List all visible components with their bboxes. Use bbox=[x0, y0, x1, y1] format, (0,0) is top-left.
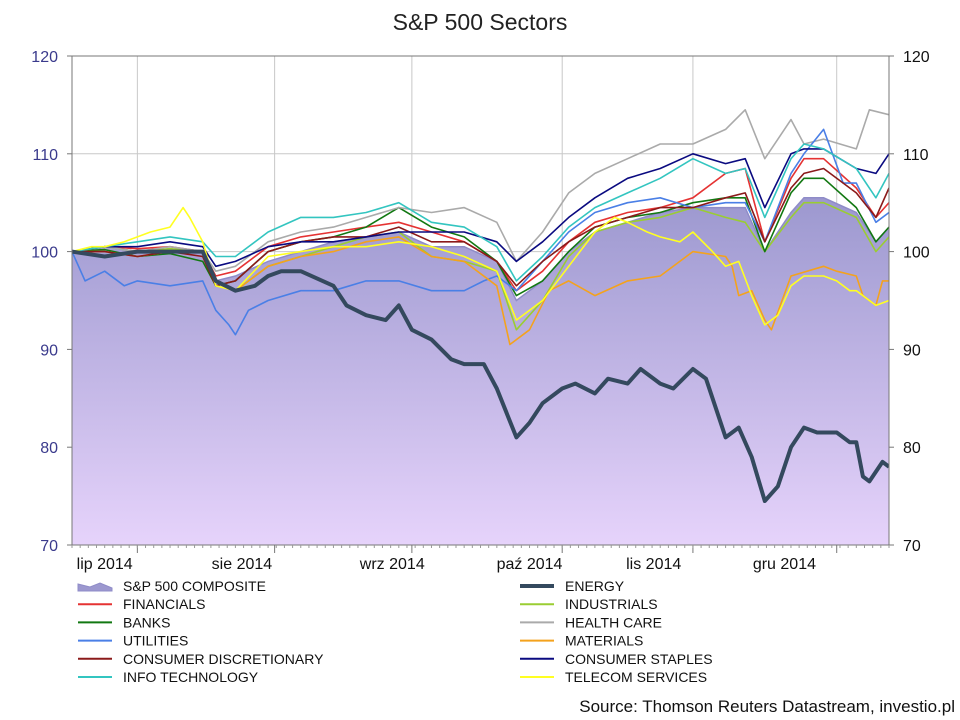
legend-label: CONSUMER STAPLES bbox=[565, 651, 713, 667]
series-line-telecom-services bbox=[72, 206, 889, 326]
y-tick-left: 80 bbox=[40, 440, 58, 457]
y-tick-left: 70 bbox=[40, 538, 58, 555]
y-tick-right: 110 bbox=[903, 147, 929, 164]
x-tick-label: paź 2014 bbox=[497, 556, 563, 573]
legend-item-consumer-discretionary: CONSUMER DISCRETIONARY bbox=[78, 651, 324, 667]
legend-item-health-care: HEALTH CARE bbox=[520, 614, 662, 630]
legend-item-materials: MATERIALS bbox=[520, 633, 643, 649]
legend-label: CONSUMER DISCRETIONARY bbox=[123, 651, 324, 667]
x-tick-label: lip 2014 bbox=[77, 556, 133, 573]
series-line-info-technology bbox=[72, 143, 889, 282]
y-tick-left: 120 bbox=[31, 49, 58, 66]
series-line-consumer-staples bbox=[72, 148, 889, 268]
series-line-utilities bbox=[72, 128, 889, 336]
legend-label: INDUSTRIALS bbox=[565, 596, 658, 612]
legend: S&P 500 COMPOSITE ENERGY FINANCIALS INDUSTR… bbox=[77, 578, 713, 685]
y-tick-right: 70 bbox=[903, 538, 921, 555]
y-tick-left: 100 bbox=[31, 245, 58, 262]
lines-layer bbox=[72, 109, 889, 503]
legend-label: MATERIALS bbox=[565, 633, 643, 649]
legend-item-financials: FINANCIALS bbox=[78, 596, 205, 612]
legend-label: FINANCIALS bbox=[123, 596, 205, 612]
series-line-energy bbox=[72, 249, 889, 503]
legend-item-telecom-services: TELECOM SERVICES bbox=[520, 669, 707, 685]
legend-label: BANKS bbox=[123, 614, 170, 630]
legend-label: HEALTH CARE bbox=[565, 614, 662, 630]
legend-item-s-p-500-composite: S&P 500 COMPOSITE bbox=[77, 578, 266, 594]
x-tick-label: gru 2014 bbox=[753, 556, 816, 573]
legend-label: TELECOM SERVICES bbox=[565, 669, 707, 685]
y-tick-right: 90 bbox=[903, 342, 921, 359]
x-ticks: lip 2014 sie 2014 wrz 2014 paź 2014 lis 2014… bbox=[71, 545, 890, 573]
composite-area bbox=[72, 197, 889, 545]
legend-item-banks: BANKS bbox=[78, 614, 170, 630]
legend-item-industrials: INDUSTRIALS bbox=[520, 596, 658, 612]
legend-item-consumer-staples: CONSUMER STAPLES bbox=[520, 651, 713, 667]
y-tick-left: 90 bbox=[40, 342, 58, 359]
chart-title: S&P 500 Sectors bbox=[393, 9, 568, 35]
legend-label: UTILITIES bbox=[123, 633, 188, 649]
y-tick-right: 80 bbox=[903, 440, 921, 457]
y-tick-right: 120 bbox=[903, 49, 930, 66]
y-ticks: 70 70 80 80 90 90 100 100 110 110 120 120 bbox=[31, 49, 930, 555]
source-note: Source: Thomson Reuters Datastream, inve… bbox=[579, 697, 955, 716]
legend-swatch bbox=[77, 582, 113, 592]
legend-item-utilities: UTILITIES bbox=[78, 633, 188, 649]
legend-item-energy: ENERGY bbox=[520, 578, 625, 594]
y-tick-left: 110 bbox=[32, 147, 58, 164]
x-tick-label: lis 2014 bbox=[626, 556, 681, 573]
x-tick-label: sie 2014 bbox=[212, 556, 273, 573]
legend-label: INFO TECHNOLOGY bbox=[123, 669, 259, 685]
y-tick-right: 100 bbox=[903, 245, 930, 262]
legend-label: S&P 500 COMPOSITE bbox=[123, 578, 266, 594]
x-tick-label: wrz 2014 bbox=[359, 556, 425, 573]
legend-label: ENERGY bbox=[565, 578, 625, 594]
legend-item-info-technology: INFO TECHNOLOGY bbox=[78, 669, 259, 685]
